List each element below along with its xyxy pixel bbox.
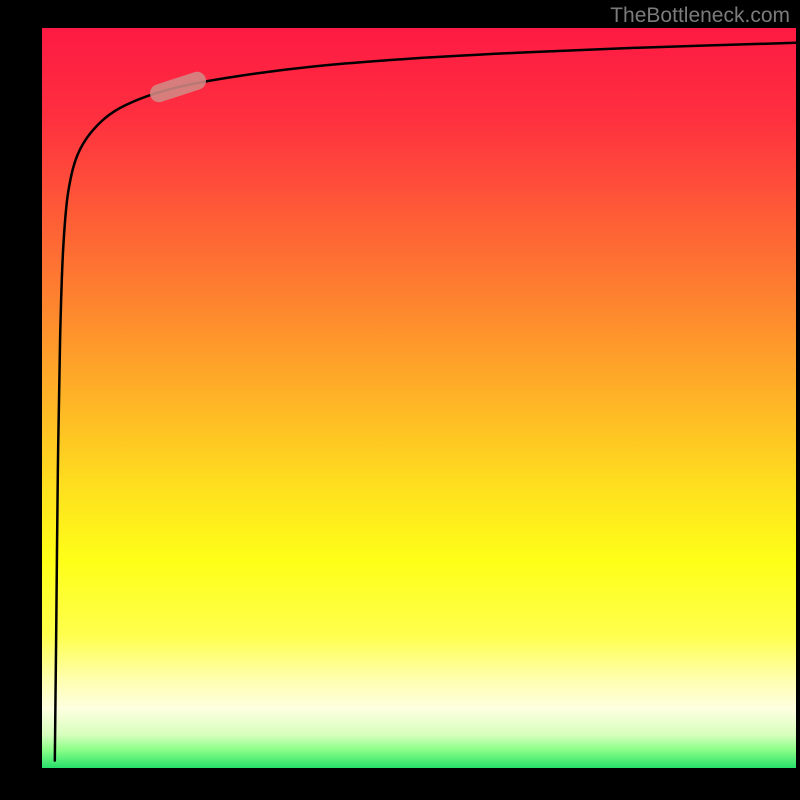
plot-area	[42, 28, 796, 768]
bottleneck-curve	[55, 43, 796, 761]
chart-frame: TheBottleneck.com	[0, 0, 800, 800]
curve-layer	[42, 28, 796, 768]
watermark-text: TheBottleneck.com	[610, 4, 790, 28]
